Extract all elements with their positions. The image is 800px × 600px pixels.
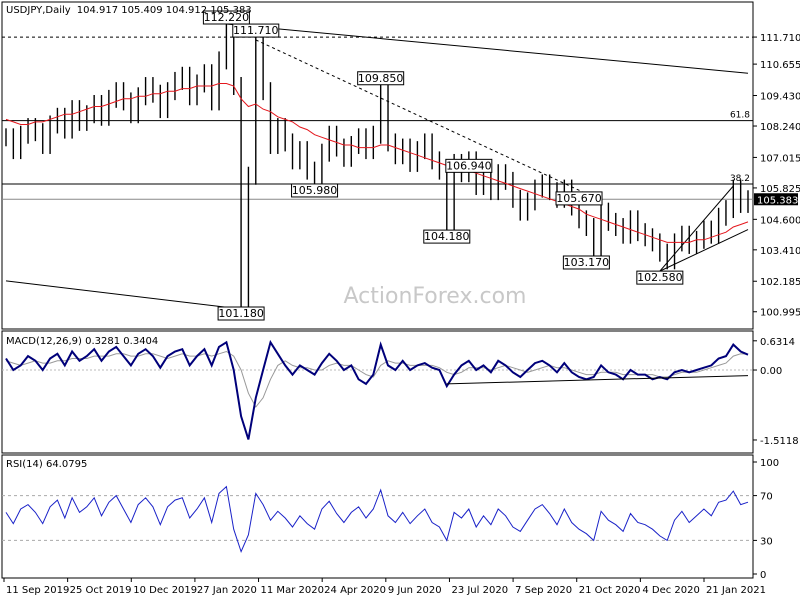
falling-trendline [255,39,587,195]
price-axis-label: 100.995 [760,308,800,319]
macd-label: MACD(12,26,9) 0.3281 0.3404 [6,336,158,347]
macd-axis: 0.6314 0.00 -1.5118 [753,337,799,447]
rsi-axis-label: 70 [760,492,773,503]
fib-level-label: 61.8 [730,111,750,121]
price-axis-label: 103.410 [760,246,800,257]
price-panel-frame [1,1,754,330]
price-axis: 111.710 110.655 109.430 108.240 107.015 105.8… [753,33,800,319]
annotation-box [202,10,250,25]
rsi-panel: RSI(14) 64.0795 [1,454,754,579]
x-axis-label: 24 Apr 2020 [324,585,386,596]
annotation-label: 111.710 [233,24,279,37]
annotation-box [555,191,603,206]
lower-channel-trendline [5,280,242,310]
price-bars [5,20,749,308]
macd-signal-line [5,350,749,408]
ohlc-values: 104.917 105.409 104.912 105.383 [77,5,252,16]
price-levels: 61.8 38.2 [2,36,753,200]
watermark: ActionForex.com [344,284,527,309]
price-axis-label: 107.015 [760,153,800,164]
x-axis-label: 11 Sep 2019 [6,585,69,596]
rsi-line [5,485,749,554]
annotation-box [445,158,493,173]
annotation-box [423,229,471,244]
x-axis-label: 4 Dec 2020 [642,585,700,596]
annotation-box [232,23,280,38]
annotation-box [217,306,265,321]
price-axis-label: 111.710 [760,33,800,44]
x-axis-label: 9 Jun 2020 [388,585,442,596]
price-axis-label: 110.655 [760,60,800,71]
macd-axis-label: 0.6314 [760,337,795,348]
annotation-box [562,255,610,270]
rsi-axis: 100 70 30 0 [753,458,779,581]
annotation-label: 105.670 [556,192,602,205]
x-axis-label: 10 Dec 2019 [133,585,197,596]
annotation-label: 103.170 [564,256,610,269]
x-axis-label: 7 Sep 2020 [515,585,572,596]
rsi-axis-label: 30 [760,536,773,547]
price-axis-label: 105.825 [760,184,800,195]
price-axis-label: 104.600 [760,215,800,226]
rsi-panel-frame [1,454,754,579]
annotation-box [357,71,405,86]
annotation-label: 104.180 [424,230,470,243]
annotation-box [291,183,339,198]
fib-level-label: 38.2 [730,174,750,184]
annotation-label: 101.180 [218,307,264,320]
current-price-badge [754,193,798,206]
x-axis-label: 21 Oct 2020 [579,585,641,596]
x-axis-label: 23 Jul 2020 [451,585,508,596]
x-axis: 11 Sep 2019 25 Oct 2019 10 Dec 2019 27 Jan … [3,578,766,596]
macd-panel: MACD(12,26,9) 0.3281 0.3404 [1,330,754,454]
price-panel: ActionForex.com 61.838.2 112.220111.7101… [1,1,754,330]
macd-panel-frame [1,330,754,454]
macd-support-trendline [446,375,749,385]
symbol-title-text: USDJPY,Daily [6,5,71,16]
price-axis-label: 102.185 [760,277,800,288]
price-axis-label: 108.240 [760,122,800,133]
annotation-label: 102.580 [637,271,683,284]
macd-axis-label: 0.00 [760,366,782,377]
upper-channel-trendline [226,23,749,74]
annotation-label: 105.980 [292,184,338,197]
rsi-axis-label: 0 [760,570,766,581]
price-trendlines [5,23,749,310]
rising-channel-upper [659,185,734,272]
macd-lines [2,339,753,440]
macd-axis-label: -1.5118 [760,436,799,447]
macd-line [5,339,749,440]
x-axis-label: 11 Mar 2020 [261,585,324,596]
annotation-label: 109.850 [358,72,404,85]
rsi-axis-label: 100 [760,458,779,469]
rsi-label: RSI(14) 64.0795 [6,459,87,470]
annotation-label: 112.220 [204,11,250,24]
annotation-label: 106.940 [446,159,492,172]
price-axis-label: 109.430 [760,92,800,103]
rsi-lines [2,485,753,554]
x-axis-label: 21 Jan 2021 [706,585,766,596]
current-price-label: 105.383 [757,195,798,206]
symbol-title: USDJPY,Daily 104.917 105.409 104.912 105.… [6,5,252,16]
moving-average-line [5,83,749,243]
annotation-box [636,270,684,285]
x-axis-label: 25 Oct 2019 [70,585,132,596]
x-axis-label: 27 Jan 2020 [197,585,257,596]
